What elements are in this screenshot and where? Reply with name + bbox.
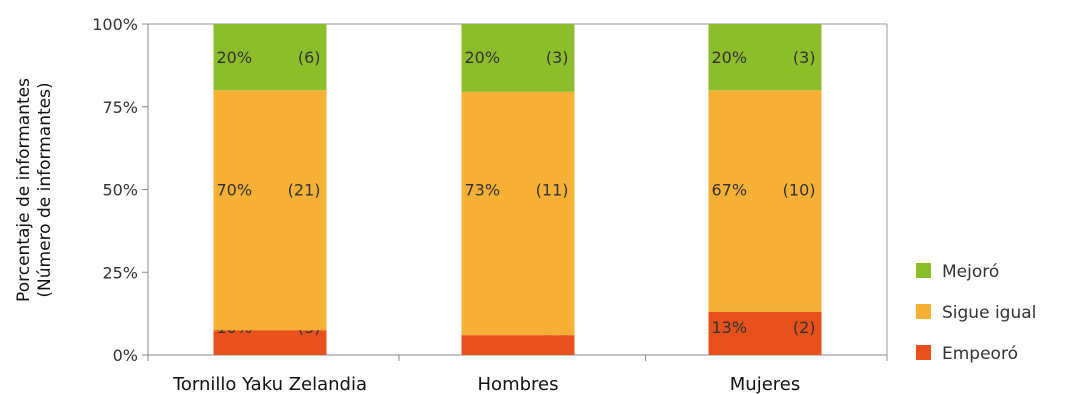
data-label-percent: 70% [217, 181, 253, 200]
legend: Mejoró Sigue igual Empeoró [916, 262, 1036, 364]
legend-swatch [916, 263, 931, 278]
plot-area: 0% 25% 50% 75% 100% Tornillo Yaku Zelandia Hom… [92, 15, 888, 394]
bar-segment-sigue-igual [708, 90, 822, 312]
x-tick-label: Mujeres [730, 374, 800, 394]
data-label-percent: 73% [465, 181, 501, 200]
data-label-percent: 20% [217, 48, 253, 67]
x-tick-label: Hombres [478, 374, 559, 394]
y-axis-label-line-2: (Número de informantes) [35, 82, 55, 297]
bar-segment-sigue-igual [461, 91, 575, 336]
y-tick-label: 75% [102, 98, 138, 117]
data-label-percent: 20% [465, 48, 501, 67]
bar-segment-mejor- [708, 24, 822, 91]
bar-segment-mejor- [213, 24, 327, 91]
data-label-count: (3) [546, 48, 569, 67]
y-tick-label: 0% [113, 346, 138, 365]
y-axis-label-line-1: Porcentaje de informantes [14, 78, 34, 302]
legend-label: Sigue igual [942, 303, 1036, 323]
bar-segment-empeor- [708, 311, 822, 355]
data-label-percent: 20% [712, 48, 748, 67]
legend-label: Mejoró [942, 262, 999, 282]
data-label-count: (2) [793, 318, 816, 337]
legend-swatch [916, 304, 931, 319]
legend-swatch [916, 345, 931, 360]
y-tick-label: 50% [102, 181, 138, 200]
x-tick-label: Tornillo Yaku Zelandia [172, 374, 367, 394]
data-label-count: (10) [783, 181, 816, 200]
data-label-count: (6) [298, 48, 321, 67]
data-label-count: (11) [536, 181, 569, 200]
data-label-percent: 67% [712, 181, 748, 200]
data-label-percent: 13% [712, 318, 748, 337]
data-label-count: (3) [793, 48, 816, 67]
bar-segment-mejor- [461, 24, 575, 92]
legend-label: Empeoró [942, 344, 1018, 364]
data-label-count: (21) [288, 181, 321, 200]
bar-segment-sigue-igual [213, 90, 327, 331]
bar-segment-empeor- [461, 335, 575, 355]
bar-segment-empeor- [213, 330, 327, 355]
y-tick-label: 100% [92, 15, 138, 34]
y-tick-label: 25% [102, 263, 138, 282]
